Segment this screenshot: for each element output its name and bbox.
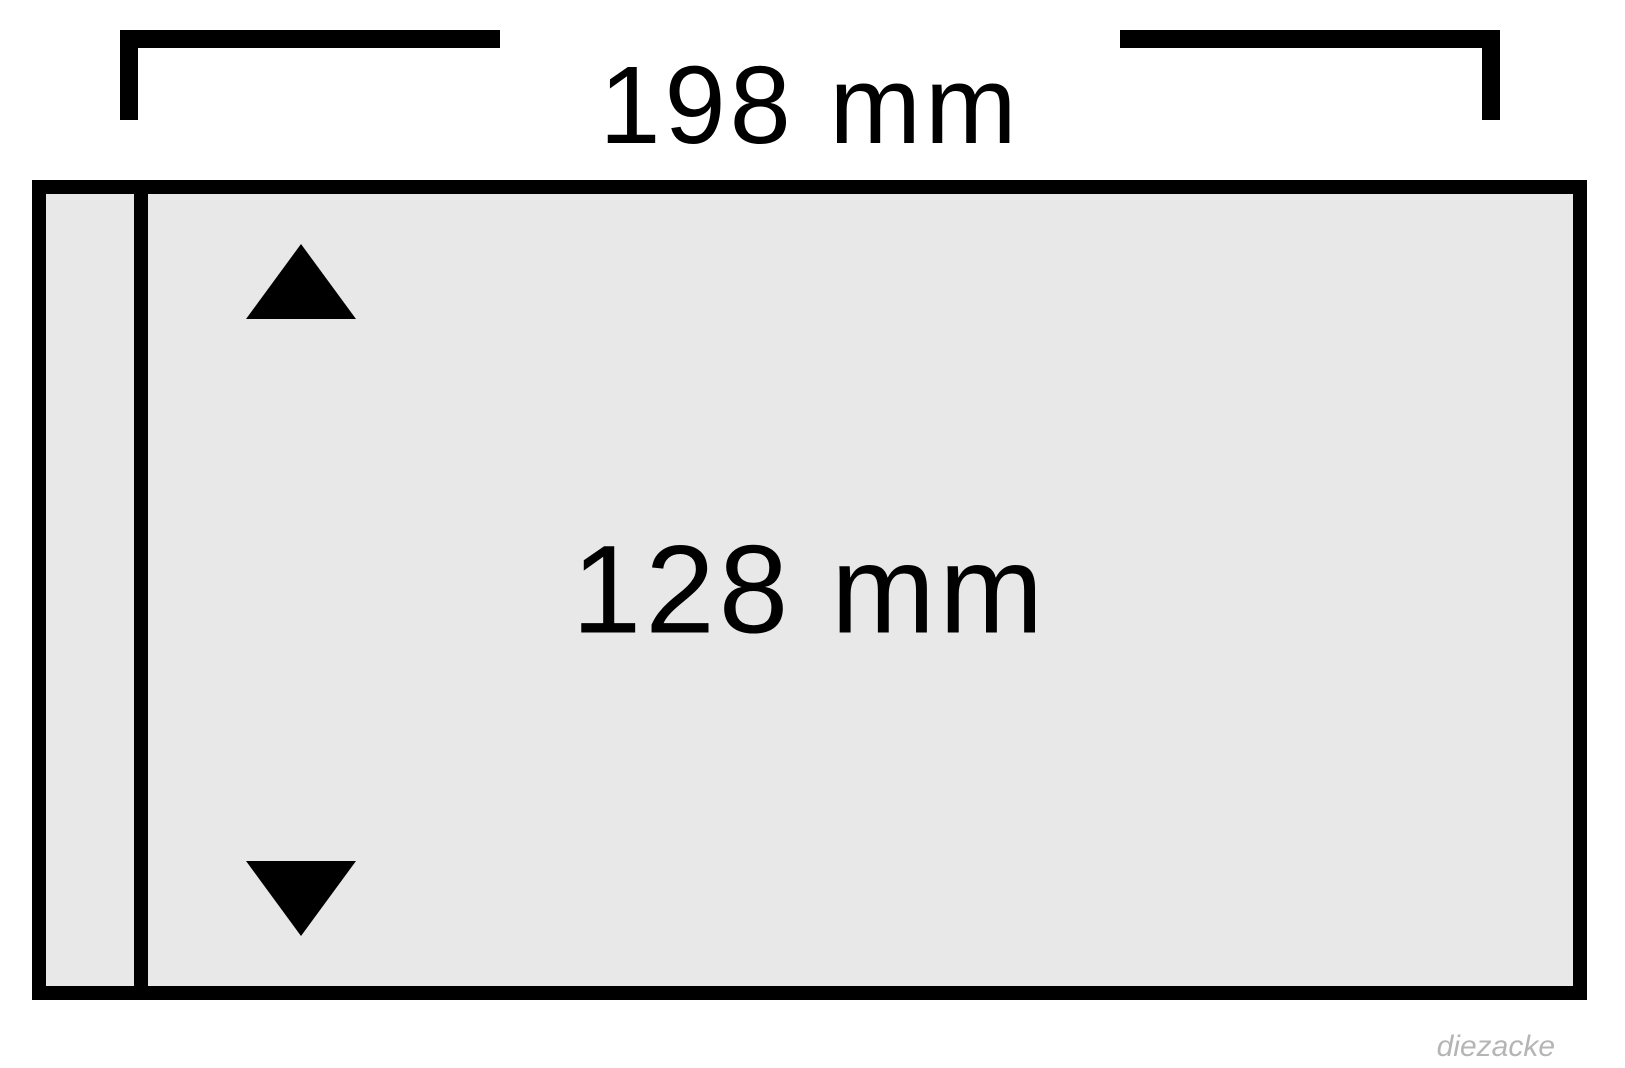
bracket-right-tick (1482, 30, 1500, 120)
diagram-container: 198 mm 128 mm diezacke (0, 0, 1625, 1068)
bracket-horizontal-left (120, 30, 500, 48)
bracket-horizontal-right (1120, 30, 1500, 48)
width-dimension-bracket: 198 mm (120, 30, 1500, 120)
arrow-down-icon (246, 861, 356, 936)
pocket-rectangle: 128 mm (32, 180, 1587, 1000)
binding-strip-divider (134, 194, 148, 986)
width-label: 198 mm (599, 42, 1020, 169)
watermark-text: diezacke (1437, 1030, 1555, 1064)
height-label: 128 mm (572, 519, 1048, 662)
arrow-up-icon (246, 244, 356, 319)
